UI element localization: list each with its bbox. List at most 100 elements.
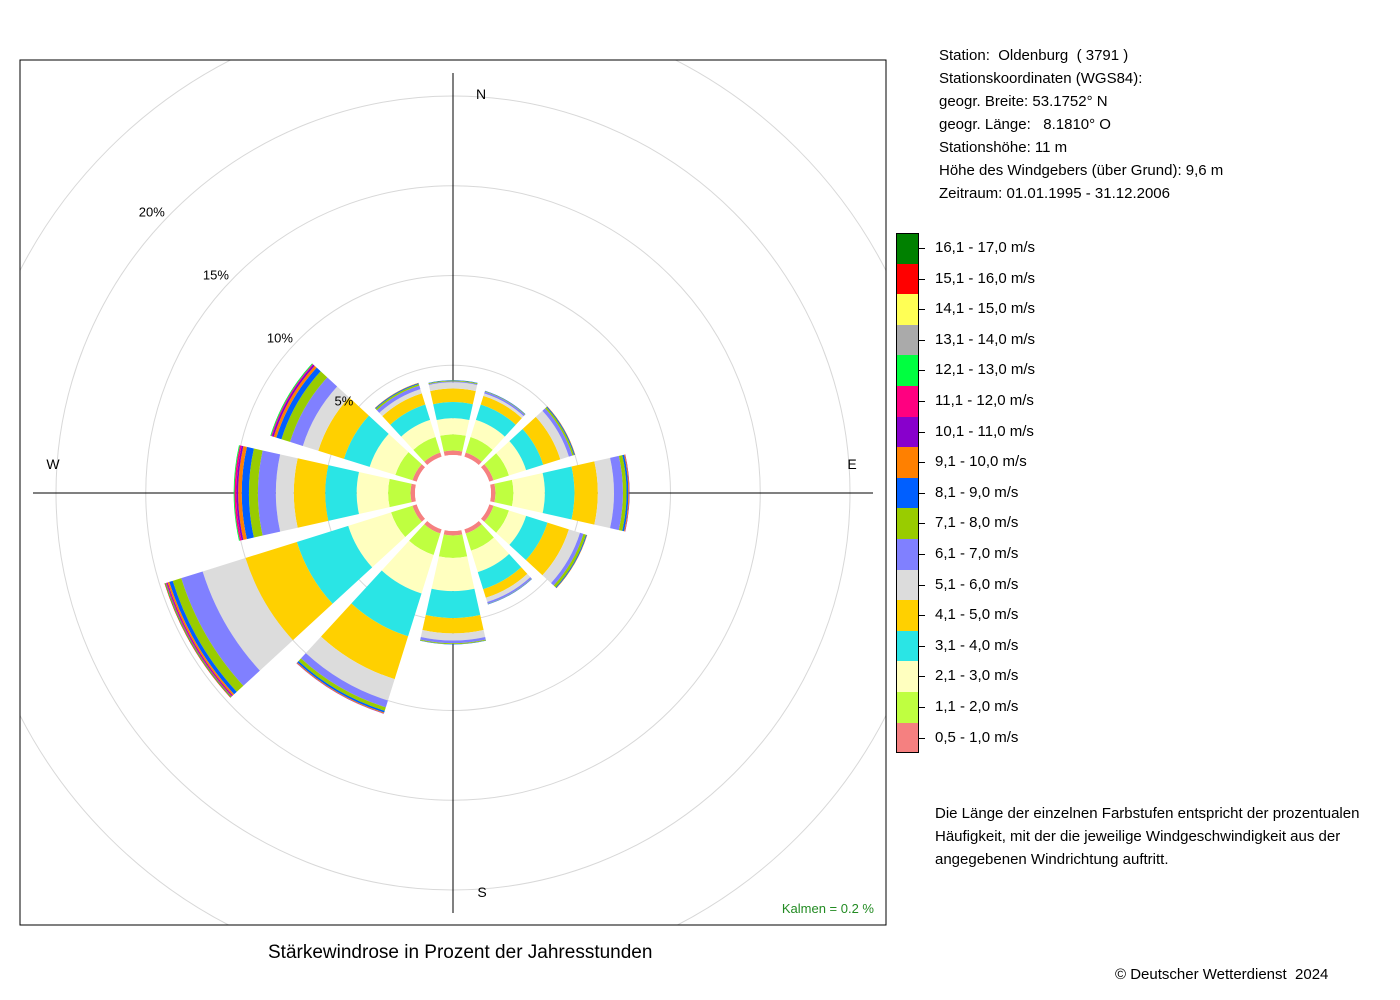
speed-segment [484, 391, 525, 417]
legend-tick [919, 615, 925, 617]
speed-segment [413, 437, 441, 462]
chart-title: Stärkewindrose in Prozent der Jahresstun… [268, 942, 653, 963]
legend-tick [919, 523, 925, 525]
radial-tick-label: 15% [203, 268, 229, 283]
speed-segment [471, 537, 510, 573]
wind-sectors [164, 363, 630, 714]
station-latitude: geogr. Breite: 53.1752° N [939, 93, 1108, 110]
compass-labels: N E S W [46, 86, 856, 900]
speed-segment [348, 512, 406, 568]
compass-label: N [476, 86, 486, 102]
speed-segment [422, 615, 484, 634]
legend-tick [919, 645, 925, 647]
legend-item: 13,1 - 14,0 m/s [896, 324, 1096, 356]
legend-item: 14,1 - 15,0 m/s [896, 294, 1096, 325]
speed-segment [390, 404, 431, 437]
speed-segment [425, 588, 481, 619]
speed-segment [465, 524, 494, 551]
legend-tick [919, 676, 925, 678]
speed-segment [343, 415, 389, 467]
sector-300 [270, 363, 426, 482]
speed-segment [610, 455, 623, 531]
legend-label: 4,1 - 5,0 m/s [935, 606, 1019, 624]
speed-segment [379, 389, 422, 417]
legend-tick [919, 584, 925, 586]
speed-segment [388, 478, 412, 508]
speed-segment [618, 455, 627, 531]
radial-tick-label: 20% [139, 205, 165, 220]
speed-segment [480, 395, 522, 425]
sector-270 [233, 445, 416, 541]
speed-segment [202, 558, 293, 671]
legend-item: 6,1 - 7,0 m/s [896, 539, 1096, 570]
legend-item: 4,1 - 5,0 m/s [896, 600, 1096, 631]
sector-120 [480, 504, 588, 589]
speed-segment [443, 530, 463, 536]
legend-swatch [896, 447, 919, 478]
speed-segment [553, 533, 587, 588]
sector-180 [419, 530, 487, 645]
legend-swatch [896, 569, 919, 601]
legend-swatch [896, 263, 919, 295]
legend-label: 7,1 - 8,0 m/s [935, 514, 1019, 532]
calm-label: Kalmen = 0.2 % [782, 901, 875, 916]
speed-segment [238, 446, 247, 540]
legend-tick [919, 431, 925, 433]
speed-segment [236, 445, 244, 541]
legend-tick [919, 462, 925, 464]
speed-segment [487, 577, 532, 604]
legend-item: 3,1 - 4,0 m/s [896, 630, 1096, 662]
speed-segment [624, 454, 630, 532]
legend-tick [919, 248, 925, 249]
station-name: Station: Oldenburg ( 3791 ) [939, 47, 1129, 64]
sector-90 [490, 454, 630, 532]
speed-segment [275, 454, 298, 532]
legend-swatch [896, 233, 919, 264]
speed-segment [465, 437, 493, 462]
speed-segment [511, 472, 545, 514]
speed-segment [305, 636, 395, 701]
speed-segment [571, 461, 598, 525]
speed-segment [245, 541, 333, 641]
speed-segment [296, 525, 373, 604]
speed-segment [428, 380, 478, 385]
speed-segment [490, 483, 496, 503]
legend-item: 11,1 - 12,0 m/s [896, 386, 1096, 417]
speed-segment [391, 505, 422, 537]
speed-segment [438, 534, 468, 558]
speed-segment [622, 454, 629, 532]
speed-segment [436, 418, 470, 436]
speed-segment [431, 556, 475, 592]
station-longitude: geogr. Länge: 8.1810° O [939, 116, 1111, 133]
speed-segment [320, 603, 409, 680]
speed-segment [594, 457, 614, 529]
speed-segment [356, 471, 390, 515]
speed-segment [433, 402, 473, 420]
speed-segment [233, 445, 240, 541]
speed-segment [484, 505, 509, 533]
legend-item: 8,1 - 9,0 m/s [896, 477, 1096, 509]
speed-segment [464, 452, 482, 466]
legend-tick [919, 339, 925, 341]
anemometer-height: Höhe des Windgebers (über Grund): 9,6 m [939, 162, 1224, 179]
speed-segment [424, 452, 442, 466]
legend-item: 12,1 - 13,0 m/s [896, 355, 1096, 386]
legend-item: 15,1 - 16,0 m/s [896, 263, 1096, 295]
speed-segment [428, 380, 478, 384]
legend-tick [919, 278, 925, 280]
speed-segment [483, 567, 528, 598]
speed-segment [430, 388, 476, 405]
speed-segment [470, 419, 505, 450]
legend-tick [919, 707, 925, 708]
legend-item: 2,1 - 3,0 m/s [896, 661, 1096, 692]
speed-segment [395, 452, 422, 481]
speed-segment [382, 393, 426, 425]
legend-swatch [896, 294, 919, 325]
center-hub [415, 455, 491, 531]
speed-segment [624, 454, 630, 532]
speed-segment [302, 386, 350, 451]
speed-segment [234, 445, 242, 541]
speed-segment [369, 433, 409, 475]
legend-swatch [896, 630, 919, 662]
speed-segment [475, 404, 516, 437]
